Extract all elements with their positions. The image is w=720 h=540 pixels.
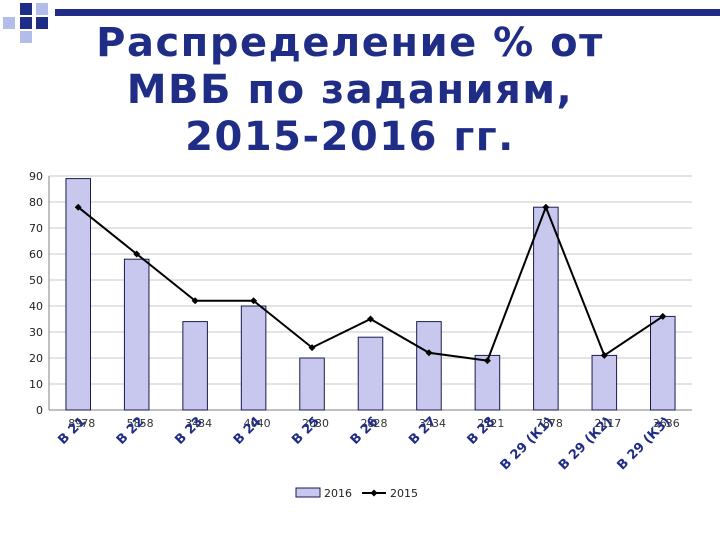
data-label-2015: 58 [140, 417, 154, 430]
decor-square [36, 17, 48, 29]
bar-2016 [182, 321, 208, 411]
y-tick-label: 40 [29, 300, 43, 313]
marker-2015 [133, 250, 141, 258]
decor-square [36, 3, 48, 15]
marker-2015 [191, 297, 199, 305]
bar-2016 [240, 305, 267, 411]
bar-2016 [649, 315, 676, 411]
x-category-label: В 29 (К1) [498, 414, 557, 473]
marker-2015 [542, 203, 550, 211]
data-label-2015: 28 [374, 417, 388, 430]
marker-2015 [74, 203, 82, 211]
y-tick-label: 30 [29, 326, 43, 339]
data-label-2015: 21 [490, 417, 504, 430]
y-tick-label: 80 [29, 196, 43, 209]
bar-2016 [357, 336, 384, 411]
data-label-2016: 34 [419, 417, 433, 430]
marker-2015 [367, 315, 374, 323]
data-label-2015: 36 [666, 417, 680, 430]
data-label-2016: 20 [302, 417, 316, 430]
decor-square [20, 3, 32, 15]
data-label-2015: 34 [198, 417, 212, 430]
data-label-2016: 34 [185, 417, 199, 430]
data-label-2015: 78 [81, 417, 95, 430]
data-label-2015: 78 [549, 417, 563, 430]
data-label-2015: 17 [607, 417, 621, 430]
bar-2016 [474, 354, 501, 411]
legend-marker-2015 [370, 489, 378, 497]
data-label-2016: 89 [68, 417, 82, 430]
marker-2015 [308, 344, 316, 352]
slide-title-line: 2015-2016 гг. [185, 114, 515, 160]
marker-2015 [659, 312, 667, 320]
title-accent-bar [55, 9, 720, 16]
marker-2015 [425, 349, 433, 357]
marker-2015 [250, 297, 258, 305]
y-tick-label: 50 [29, 274, 43, 287]
bar-2016 [416, 321, 442, 411]
data-label-2016: 21 [594, 417, 608, 430]
data-label-2015: 40 [257, 417, 271, 430]
bar-2016 [591, 354, 618, 411]
data-label-2016: 28 [361, 417, 375, 430]
bar-2016 [123, 258, 150, 411]
x-category-label: В 29 (К2) [556, 414, 615, 473]
y-tick-label: 90 [29, 170, 43, 183]
y-tick-label: 10 [29, 378, 43, 391]
data-label-2016: 36 [653, 417, 667, 430]
bar-2016 [299, 357, 325, 411]
y-tick-label: 20 [29, 352, 43, 365]
y-tick-label: 70 [29, 222, 43, 235]
decor-square [20, 17, 32, 29]
slide-title-line: МВБ по заданиям, [126, 67, 574, 113]
legend-swatch-2016 [295, 487, 321, 498]
data-label-2016: 78 [536, 417, 550, 430]
bar-2016 [533, 206, 559, 411]
y-tick-label: 60 [29, 248, 43, 261]
decor-square [20, 31, 32, 43]
bar-2016 [65, 178, 92, 411]
data-label-2015: 30 [315, 417, 329, 430]
legend-label-2016: 2016 [324, 487, 352, 500]
marker-2015 [600, 351, 608, 359]
data-label-2016: 21 [477, 417, 491, 430]
slide-title-line: Распределение % от [96, 20, 604, 66]
x-category-label: В 29 (К3) [614, 414, 673, 473]
data-label-2016: 40 [244, 417, 258, 430]
decor-square [3, 17, 15, 29]
data-label-2015: 34 [432, 417, 446, 430]
legend-label-2015: 2015 [390, 487, 418, 500]
data-label-2016: 58 [127, 417, 141, 430]
marker-2015 [483, 357, 491, 365]
slide-title: Распределение % от МВБ по заданиям, 2015… [40, 20, 660, 161]
y-tick-label: 0 [36, 404, 43, 417]
